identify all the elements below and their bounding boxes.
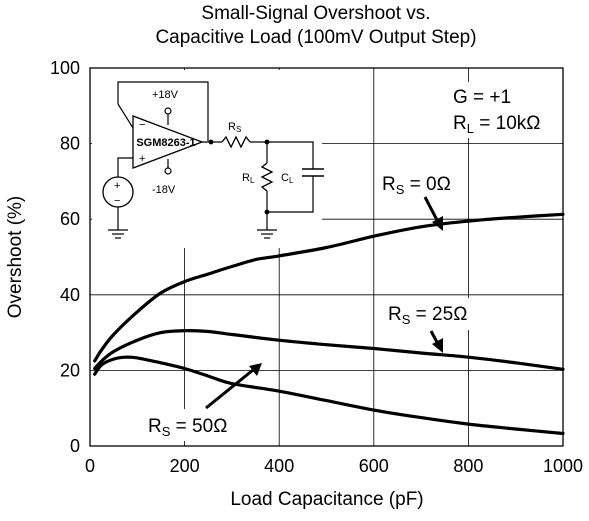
rl-schematic-label: RL (242, 172, 255, 185)
cl-label: CL (281, 172, 294, 185)
y-tick-label: 60 (60, 209, 80, 229)
y-axis-label: Overshoot (%) (5, 196, 26, 318)
arrow-rs-0 (423, 196, 440, 223)
gain-condition: G = +1 (453, 87, 511, 108)
tick-labels: 0 200 400 600 800 1000 0 20 40 60 80 100 (50, 58, 583, 476)
arrow-head-rs-25 (432, 338, 443, 353)
noninverting-input-sign: + (139, 153, 145, 165)
ground-icon (108, 229, 128, 239)
op-amp-symbol (132, 115, 204, 169)
data-curves (93, 212, 565, 436)
rs-label: RS (228, 121, 241, 134)
series-line-rs-25 (93, 329, 565, 371)
negative-supply-label: -18V (152, 184, 176, 196)
test-conditions: G = +1 RL = 10kΩ (440, 82, 558, 138)
rs-resistor-symbol (221, 135, 251, 149)
y-tick-label: 0 (70, 436, 80, 456)
y-tick-label: 40 (60, 285, 80, 305)
inverting-input-sign: − (139, 119, 145, 131)
positive-supply-label: +18V (152, 89, 179, 101)
x-tick-label: 1000 (543, 456, 583, 476)
x-tick-label: 600 (359, 456, 389, 476)
source-plus-sign: + (114, 180, 120, 192)
series-label-rs-25: RS = 25Ω (388, 304, 467, 327)
series-labels: RS = 0Ω RS = 25Ω RS = 50Ω (144, 167, 480, 441)
source-minus-sign: − (114, 195, 120, 207)
x-tick-label: 0 (85, 456, 95, 476)
rl-resistor-symbol (260, 162, 274, 192)
chart-subtitle: Capacitive Load (100mV Output Step) (155, 27, 476, 48)
y-tick-label: 20 (60, 360, 80, 380)
series-line-rs-50 (93, 355, 565, 436)
load-resistance-condition: RL = 10kΩ (453, 113, 540, 136)
x-tick-label: 400 (264, 456, 294, 476)
arrow-head-rs-0 (432, 216, 443, 231)
y-tick-label: 80 (60, 134, 80, 154)
series-label-rs-50: RS = 50Ω (148, 416, 227, 439)
ground-icon (257, 229, 277, 239)
chart-title: Small-Signal Overshoot vs. (201, 3, 430, 24)
circuit-schematic: SGM8263-1 − + + − +18V -18V RS RL (92, 70, 324, 248)
series-line-rs-0 (93, 212, 565, 363)
series-label-rs-0: RS = 0Ω (382, 174, 451, 197)
arrow-head-rs-50 (249, 363, 262, 376)
y-tick-label: 100 (50, 58, 80, 78)
x-tick-label: 200 (170, 456, 200, 476)
op-amp-part-label: SGM8263-1 (136, 137, 195, 149)
x-tick-label: 800 (453, 456, 483, 476)
arrow-rs-50 (205, 368, 254, 410)
x-axis-label: Load Capacitance (pF) (230, 489, 423, 510)
plot-frame (89, 67, 564, 447)
